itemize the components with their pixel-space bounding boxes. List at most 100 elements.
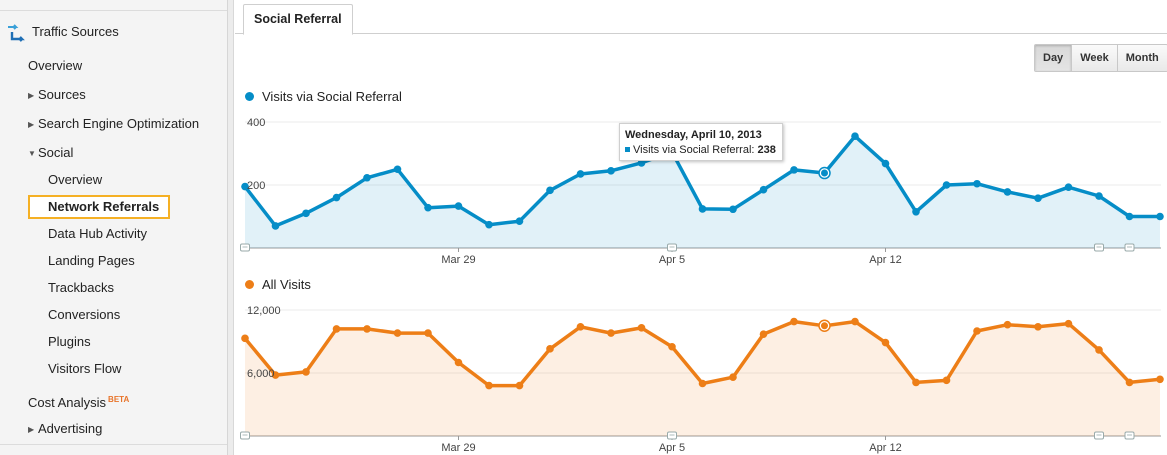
all-visits-data-point xyxy=(729,373,737,382)
social-data-point xyxy=(1095,192,1103,200)
expand-arrow-icon: ▶ xyxy=(28,120,35,129)
expand-arrow-icon: ▶ xyxy=(28,91,35,100)
social-data-point xyxy=(942,181,951,189)
legend-label: All Visits xyxy=(262,277,311,292)
all-visits-data-point xyxy=(546,345,554,353)
legend-visits-social: Visits via Social Referral xyxy=(245,89,402,105)
sidebar-item-conversions[interactable]: Conversions xyxy=(48,307,121,322)
all-visits-data-point xyxy=(424,329,432,337)
social-data-point xyxy=(1034,194,1042,203)
all-visits-data-point xyxy=(942,376,951,385)
social-data-point xyxy=(332,193,341,202)
all-visits-data-point xyxy=(668,342,676,351)
all-visits-data-point xyxy=(485,381,493,390)
sidebar-divider xyxy=(0,10,227,11)
legend-dot-orange xyxy=(245,280,254,289)
all-visits-data-point xyxy=(1095,346,1103,354)
granularity-toggle: Day Week Month xyxy=(1034,44,1167,72)
sidebar-item-advertising[interactable]: ▶ Advertising xyxy=(28,419,102,439)
social-data-point xyxy=(759,185,768,194)
sidebar-item-label: Social xyxy=(38,145,74,160)
social-data-point xyxy=(851,132,859,140)
all-visits-data-point xyxy=(1125,378,1134,387)
all-visits-data-point xyxy=(454,358,463,367)
week-button[interactable]: Week xyxy=(1072,45,1118,71)
social-data-point xyxy=(637,159,646,167)
social-data-point xyxy=(973,179,981,188)
all-visits-data-point xyxy=(1034,323,1042,331)
tooltip-value: 238 xyxy=(757,144,776,156)
x-tick-label: Apr 12 xyxy=(869,442,901,454)
sidebar-item-cost-analysis[interactable]: Cost Analysis BETA xyxy=(28,390,129,410)
x-tick-label: Mar 29 xyxy=(441,254,475,266)
all-visits-data-point xyxy=(759,330,768,338)
annotation-marker-icon[interactable] xyxy=(1094,431,1104,440)
sidebar-item-seo[interactable]: ▶ Search Engine Optimization xyxy=(28,114,199,134)
tab-social-referral[interactable]: Social Referral xyxy=(243,4,353,35)
annotation-marker-icon[interactable] xyxy=(1124,243,1135,252)
traffic-sources-label: Traffic Sources xyxy=(32,24,119,39)
tooltip-date: Wednesday, April 10, 2013 xyxy=(625,129,762,141)
social-data-point xyxy=(271,222,280,230)
legend-label: Visits via Social Referral xyxy=(262,89,402,104)
sidebar-item-social[interactable]: ▼ Social xyxy=(28,143,73,163)
all-visits-highlight-point xyxy=(821,322,828,330)
tooltip-series-label: Visits via Social Referral: xyxy=(633,144,755,156)
x-tick-label: Mar 29 xyxy=(441,442,475,454)
annotation-marker-icon[interactable] xyxy=(667,243,677,252)
social-data-point xyxy=(302,209,310,218)
social-data-point xyxy=(424,203,432,212)
day-button[interactable]: Day xyxy=(1035,45,1073,71)
report-main-panel: Social Referral Day Week Month Visits vi… xyxy=(235,0,1167,455)
y-tick-label: 6,000 xyxy=(247,368,275,380)
all-visits-data-point xyxy=(973,327,981,335)
annotation-marker-icon[interactable] xyxy=(240,431,250,440)
social-data-point xyxy=(393,165,402,174)
sidebar-item-social-overview[interactable]: Overview xyxy=(48,172,103,187)
all-visits-data-point xyxy=(302,368,310,376)
all-visits-data-point xyxy=(393,329,402,337)
annotation-marker-icon[interactable] xyxy=(667,431,677,440)
panel-splitter[interactable] xyxy=(228,0,234,455)
charts-canvas: 400 200 Mar 29 Apr 5 Apr 12 12,000 6,000 Mar 29… xyxy=(240,117,1164,454)
annotation-marker-icon[interactable] xyxy=(240,243,250,252)
series-swatch-icon xyxy=(625,147,630,152)
all-visits-data-point xyxy=(607,329,615,337)
sidebar-item-plugins[interactable]: Plugins xyxy=(48,334,91,349)
social-data-point xyxy=(1064,183,1073,192)
x-tick-label: Apr 12 xyxy=(869,254,901,266)
all-visits-data-point xyxy=(332,325,341,333)
sidebar-item-network-referrals[interactable]: Network Referrals xyxy=(48,199,160,214)
collapse-arrow-icon: ▼ xyxy=(28,149,36,158)
all-visits-data-point xyxy=(241,334,249,343)
social-data-point xyxy=(790,166,798,174)
y-tick-label: 400 xyxy=(247,117,265,129)
selected-item-highlight xyxy=(28,195,170,219)
social-highlight-point xyxy=(821,169,828,177)
social-data-point xyxy=(546,186,554,195)
legend-all-visits: All Visits xyxy=(245,277,311,293)
sidebar-item-visitors-flow[interactable]: Visitors Flow xyxy=(48,361,122,376)
social-data-point xyxy=(363,173,371,182)
sidebar-item-label: Search Engine Optimization xyxy=(38,116,200,131)
x-tick-label: Apr 5 xyxy=(659,254,685,266)
sidebar-item-data-hub-activity[interactable]: Data Hub Activity xyxy=(48,226,147,241)
social-data-point xyxy=(881,159,890,168)
sidebar-item-sources[interactable]: ▶ Sources xyxy=(28,85,86,105)
all-visits-data-point xyxy=(363,325,371,333)
social-data-point xyxy=(1003,188,1012,196)
all-visits-data-point xyxy=(912,378,920,387)
sidebar-divider xyxy=(0,444,227,445)
sidebar-item-overview[interactable]: Overview xyxy=(28,58,83,73)
traffic-sources-icon xyxy=(6,23,26,43)
month-button[interactable]: Month xyxy=(1117,45,1167,71)
sidebar-item-landing-pages[interactable]: Landing Pages xyxy=(48,253,135,268)
traffic-sources-header[interactable]: Traffic Sources xyxy=(6,22,119,42)
social-data-point xyxy=(698,205,707,213)
sidebar-item-trackbacks[interactable]: Trackbacks xyxy=(48,280,114,295)
social-data-point xyxy=(729,205,737,214)
all-visits-data-point xyxy=(1003,320,1012,329)
social-data-point xyxy=(485,220,493,229)
annotation-marker-icon[interactable] xyxy=(1124,431,1135,440)
annotation-marker-icon[interactable] xyxy=(1094,243,1104,252)
